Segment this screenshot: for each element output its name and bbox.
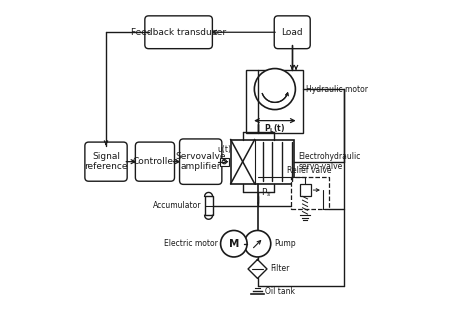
Text: Electrohydraulic
servo-valve: Electrohydraulic servo-valve: [299, 152, 361, 171]
Bar: [300, 184, 310, 196]
Text: Hydraulic motor: Hydraulic motor: [306, 85, 368, 94]
Circle shape: [244, 230, 271, 257]
Text: $\mathbf{P_L(t)}$: $\mathbf{P_L(t)}$: [264, 122, 285, 135]
Text: Load: Load: [282, 28, 303, 37]
Text: M: M: [228, 239, 239, 249]
FancyBboxPatch shape: [180, 139, 222, 184]
Text: Filter: Filter: [270, 264, 290, 274]
Text: Accumulator: Accumulator: [153, 201, 201, 210]
Bar: [291, 178, 328, 209]
Text: Signal
reference: Signal reference: [84, 152, 128, 171]
Text: Pump: Pump: [274, 239, 296, 248]
Circle shape: [222, 159, 227, 164]
Bar: [231, 139, 294, 184]
Bar: [219, 158, 229, 165]
FancyBboxPatch shape: [145, 16, 212, 49]
Bar: [205, 196, 212, 215]
Bar: [246, 70, 303, 133]
Text: u(t): u(t): [218, 145, 231, 154]
Text: Relief valve: Relief valve: [287, 166, 332, 175]
Text: Controller: Controller: [133, 157, 177, 166]
Text: Electric motor: Electric motor: [164, 239, 218, 248]
Text: Servovalve
amplifier: Servovalve amplifier: [175, 152, 226, 171]
Circle shape: [220, 230, 247, 257]
Circle shape: [255, 68, 295, 110]
Text: Feedback transducer: Feedback transducer: [131, 28, 226, 37]
Text: Oil tank: Oil tank: [265, 287, 295, 295]
Text: P$_s$: P$_s$: [261, 187, 272, 199]
FancyBboxPatch shape: [136, 142, 174, 181]
FancyBboxPatch shape: [274, 16, 310, 49]
FancyBboxPatch shape: [85, 142, 127, 181]
